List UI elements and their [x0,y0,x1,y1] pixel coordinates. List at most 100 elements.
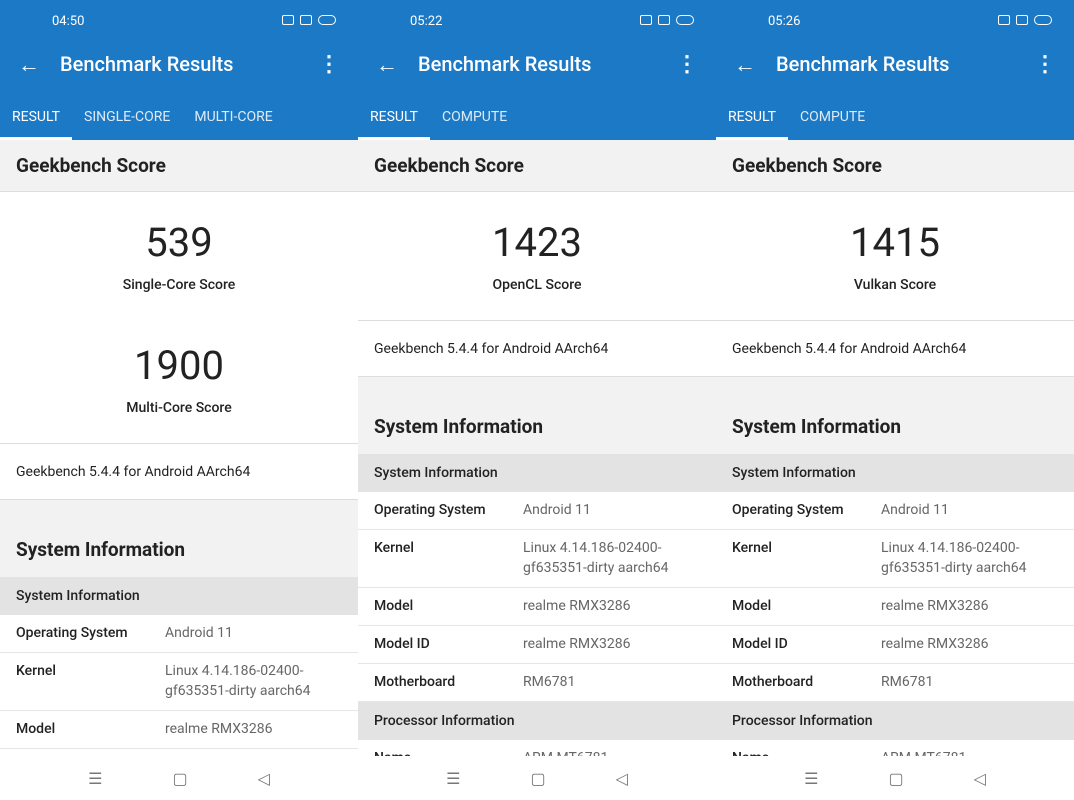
info-key: Model ID [732,636,788,652]
back-button[interactable]: ← [18,53,40,78]
content: Geekbench Score 539 Single-Core Score 1900 M… [0,140,358,756]
tab[interactable]: RESULT [358,96,430,140]
info-row: NameARM MT6781 [358,740,716,756]
info-value: RM6781 [523,674,576,690]
nav-button[interactable]: ◁ [257,768,270,788]
score: 1900 Multi-Core Score [0,342,358,418]
info-value: Android 11 [881,502,949,518]
sim-icon [300,15,312,25]
info-value: ARM MT6781 [523,748,688,756]
overflow-menu[interactable]: ⋮ [318,52,340,77]
score-card: 539 Single-Core Score 1900 Multi-Core Score [0,192,358,444]
score-value: 1415 [850,219,940,266]
tab[interactable]: MULTI-CORE [194,109,273,125]
info-key: Motherboard [374,674,456,690]
info-value: realme RMX3286 [881,636,989,652]
back-button[interactable]: ← [734,53,756,78]
info-value: Linux 4.14.186-02400-gf635351-dirty aarc… [523,540,669,576]
info-value: Linux 4.14.186-02400-gf635351-dirty aarc… [881,540,1027,576]
score: 1415 Vulkan Score [716,219,1074,295]
nav-button[interactable]: ▢ [888,768,904,788]
info-value: realme RMX3286 [523,636,631,652]
info-row: Model realme RMX3286 [358,588,716,626]
tab[interactable]: COMPUTE [442,109,508,125]
info-row: Kernel Linux 4.14.186-02400-gf635351-dirt… [358,530,716,588]
status-icons [640,15,694,25]
nav-button[interactable]: ☰ [804,768,819,788]
tab[interactable]: RESULT [0,96,72,140]
screen-title: Benchmark Results [60,52,234,76]
info-key: Kernel [374,540,414,556]
info-value: RM6781 [881,674,934,690]
tab[interactable]: SINGLE-CORE [84,109,171,125]
tab-bar: RESULT SINGLE-CORE MULTI-CORE [0,96,285,140]
app-bar: 05:22 ← Benchmark Results ⋮ RESULT COMPUTE [358,0,716,140]
score-label: Vulkan Score [853,277,937,293]
info-row: Kernel Linux 4.14.186-02400-gf635351-dirt… [716,530,1074,588]
battery-icon [318,15,336,25]
score: 1423 OpenCL Score [358,219,716,295]
nav-button[interactable]: ▢ [172,768,188,788]
phone-screen: 05:22 ← Benchmark Results ⋮ RESULT COMPUTE Gee… [358,0,716,800]
score-label: Single-Core Score [122,277,236,293]
score-value: 1900 [134,342,224,389]
tab[interactable]: COMPUTE [800,109,866,125]
info-key: Kernel [732,540,772,556]
info-key: Name [732,748,881,756]
info-row: Operating System Android 11 [0,615,358,653]
nav-button[interactable]: ◁ [973,768,986,788]
score-card: 1423 OpenCL Score [358,192,716,321]
info-key: Name [374,748,523,756]
nav-button[interactable]: ☰ [446,768,461,788]
wifi-icon [282,15,294,25]
nav-button[interactable]: ◁ [615,768,628,788]
section-header: Geekbench Score [0,140,358,192]
content: Geekbench Score 1423 OpenCL Score Geekbench… [358,140,716,756]
info-row: NameARM MT6781 [716,740,1074,756]
phone-screen: 04:50 ← Benchmark Results ⋮ RESULT SINGLE-COR… [0,0,358,800]
table-header: Processor Information [358,702,716,740]
screen-title: Benchmark Results [776,52,950,76]
section-header: Geekbench Score [358,140,716,192]
score: 539 Single-Core Score [0,219,358,295]
wifi-icon [640,15,652,25]
nav-bar: ☰ ▢ ◁ [716,756,1074,800]
info-row: Model realme RMX3286 [716,588,1074,626]
tab-bar: RESULT COMPUTE [358,96,519,140]
status-time: 05:26 [768,14,801,29]
section-header: System Information [0,500,358,577]
section-header: System Information [358,377,716,454]
info-key: Operating System [732,502,844,518]
screen-title: Benchmark Results [418,52,592,76]
info-value: Android 11 [523,502,591,518]
nav-button[interactable]: ☰ [88,768,103,788]
score-label: Multi-Core Score [126,400,232,416]
info-row: Motherboard RM6781 [716,664,1074,702]
info-key: Model [374,598,414,614]
info-row: Model realme RMX3286 [0,711,358,749]
nav-button[interactable]: ▢ [530,768,546,788]
table-header: System Information [0,577,358,615]
info-row: Motherboard RM6781 [358,664,716,702]
tab[interactable]: RESULT [716,96,788,140]
info-key: Model [16,721,56,737]
status-time: 05:22 [410,14,443,29]
score-label: OpenCL Score [492,277,582,293]
content: Geekbench Score 1415 Vulkan Score Geekbench… [716,140,1074,756]
overflow-menu[interactable]: ⋮ [676,52,698,77]
info-row: Operating System Android 11 [716,492,1074,530]
app-bar: 05:26 ← Benchmark Results ⋮ RESULT COMPUTE [716,0,1074,140]
overflow-menu[interactable]: ⋮ [1034,52,1056,77]
info-row: Model ID realme RMX3286 [716,626,1074,664]
tab-bar: RESULT COMPUTE [716,96,877,140]
battery-icon [1034,15,1052,25]
back-button[interactable]: ← [376,53,398,78]
info-key: Operating System [16,625,128,641]
battery-icon [676,15,694,25]
section-header: Geekbench Score [716,140,1074,192]
table-header: Processor Information [716,702,1074,740]
score-card: 1415 Vulkan Score [716,192,1074,321]
info-value: realme RMX3286 [523,598,631,614]
